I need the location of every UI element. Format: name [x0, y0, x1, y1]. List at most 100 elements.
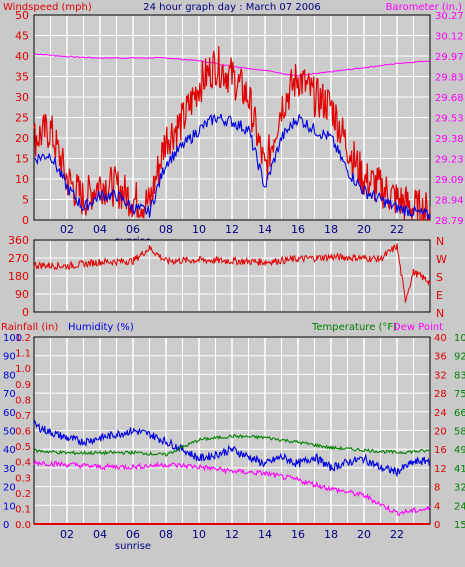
hum-x-tick-10: 10	[192, 528, 206, 541]
wind-x-tick-04: 04	[93, 223, 107, 236]
baro-y-tick-10: 30.27	[435, 11, 464, 22]
left-axis-title: Windspeed (mph)	[3, 2, 92, 13]
wind-x-tick-10: 10	[192, 223, 206, 236]
dew-y-tick-49: 49	[454, 445, 465, 456]
rain-y-tick-4: 0.4	[15, 458, 31, 469]
wind-x-tick-02: 02	[60, 223, 74, 236]
temp-y-tick-8: 8	[434, 483, 440, 494]
hum-x-tick-18: 18	[324, 528, 338, 541]
dew-y-tick-92: 92	[454, 352, 465, 363]
humidity-y-tick-20: 20	[3, 483, 16, 494]
hum-x-tick-08: 08	[159, 528, 173, 541]
wind-x-tick-14: 14	[258, 223, 272, 236]
baro-y-tick-7: 29.83	[435, 73, 464, 84]
dewpoint-line	[33, 459, 431, 516]
temp-y-tick-40: 40	[434, 333, 447, 344]
wind-y-tick-25: 25	[15, 112, 29, 125]
baro-y-tick-2: 29.09	[435, 175, 464, 186]
dir-compass-4: N	[436, 307, 444, 320]
humidity-y-tick-80: 80	[3, 370, 16, 381]
dir-y-tick-0: 0	[22, 306, 29, 319]
rainfall-axis-title: Rainfall (in)	[1, 322, 58, 333]
baro-y-tick-8: 29.97	[435, 52, 464, 63]
dir-y-tick-90: 90	[15, 288, 29, 301]
humidity-y-tick-0: 0	[3, 520, 9, 531]
rain-y-tick-1: 0.1	[15, 504, 31, 515]
temperature-axis-title: Temperature (°F)	[311, 322, 397, 333]
dew-y-tick-83: 83	[454, 370, 465, 381]
wind-y-tick-30: 30	[15, 91, 29, 104]
humidity-y-tick-100: 100	[3, 333, 22, 344]
baro-y-tick-5: 29.53	[435, 114, 464, 125]
wind-y-tick-45: 45	[15, 30, 29, 43]
baro-y-tick-9: 30.12	[435, 32, 464, 43]
rain-y-tick-10: 1.0	[15, 364, 31, 375]
rain-y-tick-9: 0.9	[15, 380, 31, 391]
humidity-axis-title: Humidity (%)	[68, 322, 134, 333]
wind-x-tick-06: 06	[126, 223, 140, 236]
hum-x-tick-14: 14	[258, 528, 272, 541]
baro-y-tick-3: 29.23	[435, 155, 464, 166]
rain-y-tick-0: 0.0	[15, 520, 31, 531]
humidity-y-tick-70: 70	[3, 389, 16, 400]
wind-x-tick-22: 22	[390, 223, 404, 236]
rain-y-tick-12: 1.2	[15, 333, 31, 344]
wind-average-line	[33, 113, 431, 220]
baro-y-tick-0: 28.79	[435, 216, 464, 227]
temperature-line	[33, 434, 431, 457]
hum-sunrise-label: sunrise	[115, 541, 151, 552]
temp-y-tick-0: 0	[434, 520, 440, 531]
humidity-y-tick-30: 30	[3, 464, 16, 475]
dew-y-tick-100: 100	[454, 333, 465, 344]
dew-y-tick-15: 15	[454, 520, 465, 531]
hum-x-tick-02: 02	[60, 528, 74, 541]
wind-y-tick-0: 0	[22, 214, 29, 227]
wind-y-tick-5: 5	[22, 194, 29, 207]
wind-x-tick-16: 16	[291, 223, 305, 236]
dew-y-tick-58: 58	[454, 427, 465, 438]
wind-direction-line	[33, 243, 431, 304]
humidity-y-tick-50: 50	[3, 427, 16, 438]
dew-y-tick-32: 32	[454, 483, 465, 494]
baro-y-tick-1: 28.94	[435, 196, 464, 207]
dir-y-tick-180: 180	[8, 270, 29, 283]
temp-y-tick-12: 12	[434, 464, 447, 475]
hum-x-tick-04: 04	[93, 528, 107, 541]
temp-y-tick-20: 20	[434, 427, 447, 438]
hum-x-tick-06: 06	[126, 528, 140, 541]
rain-y-tick-8: 0.8	[15, 395, 31, 406]
chart-title: 24 hour graph day : March 07 2006	[143, 2, 321, 13]
rain-y-tick-2: 0.2	[15, 489, 31, 500]
wind-y-tick-10: 10	[15, 173, 29, 186]
temp-y-tick-4: 4	[434, 501, 440, 512]
dew-y-tick-66: 66	[454, 408, 465, 419]
dir-compass-0: N	[436, 235, 444, 248]
dewpoint-axis-title: Dew Point	[393, 322, 443, 333]
hum-x-tick-20: 20	[357, 528, 371, 541]
rain-y-tick-7: 0.7	[15, 411, 31, 422]
wind-x-tick-08: 08	[159, 223, 173, 236]
temp-y-tick-24: 24	[434, 408, 447, 419]
rain-y-tick-6: 0.6	[15, 427, 31, 438]
rain-y-tick-11: 1.1	[15, 349, 31, 360]
wind-y-tick-35: 35	[15, 71, 29, 84]
dew-y-tick-41: 41	[454, 464, 465, 475]
windspeed-line	[33, 46, 431, 222]
right-axis-title: Barometer (in.)	[386, 2, 462, 13]
humidity-line	[33, 419, 431, 478]
dir-compass-1: W	[436, 253, 447, 266]
humidity-y-tick-90: 90	[3, 352, 16, 363]
wind-x-tick-12: 12	[225, 223, 239, 236]
humidity-y-tick-10: 10	[3, 501, 16, 512]
dir-compass-2: S	[436, 271, 443, 284]
temp-y-tick-36: 36	[434, 352, 447, 363]
rain-y-tick-5: 0.5	[15, 442, 31, 453]
wind-y-tick-15: 15	[15, 153, 29, 166]
dir-y-tick-270: 270	[8, 252, 29, 265]
temp-y-tick-28: 28	[434, 389, 447, 400]
temp-y-tick-16: 16	[434, 445, 447, 456]
dew-y-tick-75: 75	[454, 389, 465, 400]
baro-y-tick-6: 29.68	[435, 93, 464, 104]
wind-y-tick-50: 50	[15, 9, 29, 22]
